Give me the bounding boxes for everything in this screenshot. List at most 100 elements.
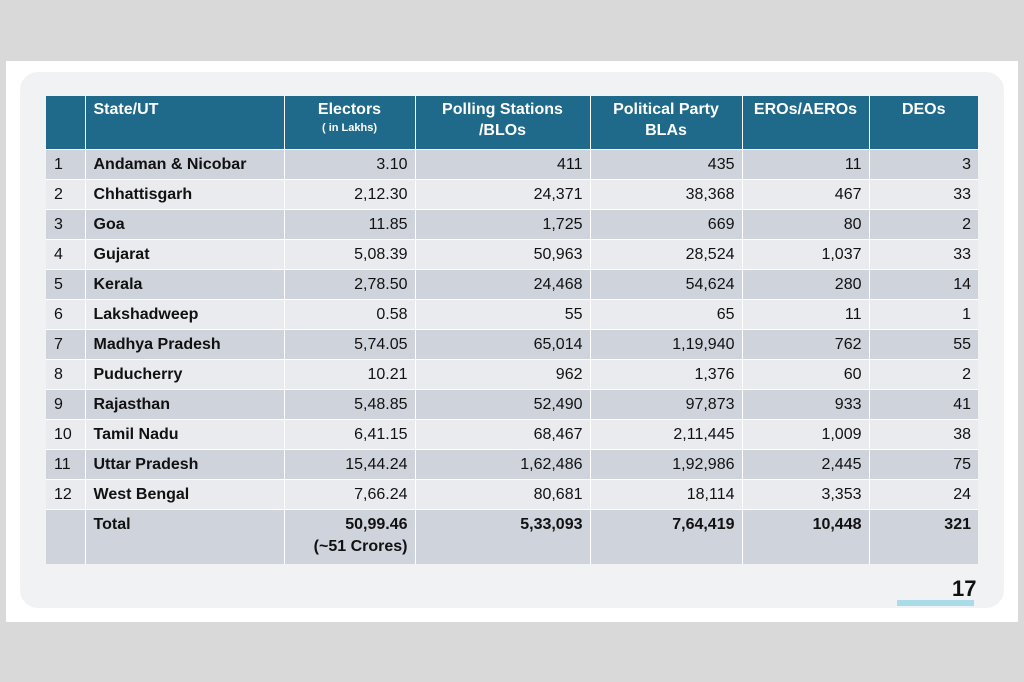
cell-deos: 3 (869, 149, 978, 180)
total-row: Total 50,99.46 (~51 Crores) 5,33,093 7,6… (46, 509, 978, 564)
cell-state: Uttar Pradesh (85, 449, 285, 480)
cell-electors: 0.58 (284, 299, 416, 330)
cell-sno: 2 (46, 179, 86, 210)
cell-blas: 54,624 (590, 269, 743, 300)
table-row: 12 West Bengal 7,66.24 80,681 18,114 3,3… (46, 479, 978, 510)
cell-state: Chhattisgarh (85, 179, 285, 210)
total-electors-value: 50,99.46 (345, 516, 408, 533)
cell-sno: 12 (46, 479, 86, 510)
header-electors-unit: ( in Lakhs) (321, 122, 377, 134)
cell-sno: 8 (46, 359, 86, 390)
cell-polling: 68,467 (415, 419, 591, 450)
cell-polling: 50,963 (415, 239, 591, 270)
header-eros: EROs/AEROs (742, 96, 870, 150)
cell-electors: 10.21 (284, 359, 416, 390)
header-deos: DEOs (869, 96, 978, 150)
cell-polling: 411 (415, 149, 591, 180)
cell-state: Gujarat (85, 239, 285, 270)
cell-deos: 33 (869, 239, 978, 270)
table-row: 5 Kerala 2,78.50 24,468 54,624 280 14 (46, 269, 978, 300)
cell-eros: 80 (742, 209, 870, 240)
cell-blas: 38,368 (590, 179, 743, 210)
header-polling-stations: Polling Stations /BLOs (415, 96, 591, 150)
cell-sno: 10 (46, 419, 86, 450)
cell-polling: 65,014 (415, 329, 591, 360)
accent-bar (897, 600, 974, 606)
cell-eros: 11 (742, 299, 870, 330)
total-electors-note: (~51 Crores) (313, 538, 408, 555)
cell-blas: 1,376 (590, 359, 743, 390)
cell-eros: 933 (742, 389, 870, 420)
cell-sno: 3 (46, 209, 86, 240)
cell-state: Rajasthan (85, 389, 285, 420)
table-header-row: State/UT Electors ( in Lakhs) Polling St… (46, 96, 978, 150)
cell-deos: 24 (869, 479, 978, 510)
cell-electors: 2,78.50 (284, 269, 416, 300)
cell-sno: 11 (46, 449, 86, 480)
cell-deos: 55 (869, 329, 978, 360)
cell-sno: 7 (46, 329, 86, 360)
cell-eros: 11 (742, 149, 870, 180)
cell-state: Puducherry (85, 359, 285, 390)
cell-blas: 65 (590, 299, 743, 330)
table-row: 9 Rajasthan 5,48.85 52,490 97,873 933 41 (46, 389, 978, 420)
cell-blas: 1,19,940 (590, 329, 743, 360)
cell-electors: 5,74.05 (284, 329, 416, 360)
table-row: 3 Goa 11.85 1,725 669 80 2 (46, 209, 978, 240)
total-sno-cell (46, 509, 86, 564)
cell-polling: 24,468 (415, 269, 591, 300)
cell-electors: 5,48.85 (284, 389, 416, 420)
cell-sno: 1 (46, 149, 86, 180)
total-electors: 50,99.46 (~51 Crores) (284, 509, 416, 564)
header-political-party: Political Party BLAs (590, 96, 743, 150)
header-polling-line2: /BLOs (478, 122, 527, 139)
cell-deos: 2 (869, 359, 978, 390)
cell-blas: 1,92,986 (590, 449, 743, 480)
cell-electors: 15,44.24 (284, 449, 416, 480)
total-eros: 10,448 (742, 509, 870, 564)
table-row: 4 Gujarat 5,08.39 50,963 28,524 1,037 33 (46, 239, 978, 270)
cell-blas: 435 (590, 149, 743, 180)
table-row: 10 Tamil Nadu 6,41.15 68,467 2,11,445 1,… (46, 419, 978, 450)
cell-eros: 3,353 (742, 479, 870, 510)
cell-sno: 5 (46, 269, 86, 300)
table-row: 2 Chhattisgarh 2,12.30 24,371 38,368 467… (46, 179, 978, 210)
cell-electors: 7,66.24 (284, 479, 416, 510)
table-row: 7 Madhya Pradesh 5,74.05 65,014 1,19,940… (46, 329, 978, 360)
header-party-line2: BLAs (645, 122, 687, 139)
cell-deos: 38 (869, 419, 978, 450)
cell-eros: 60 (742, 359, 870, 390)
cell-deos: 2 (869, 209, 978, 240)
table-row: 11 Uttar Pradesh 15,44.24 1,62,486 1,92,… (46, 449, 978, 480)
cell-eros: 1,037 (742, 239, 870, 270)
cell-deos: 14 (869, 269, 978, 300)
cell-polling: 80,681 (415, 479, 591, 510)
cell-eros: 762 (742, 329, 870, 360)
cell-polling: 962 (415, 359, 591, 390)
cell-deos: 1 (869, 299, 978, 330)
total-blas: 7,64,419 (590, 509, 743, 564)
cell-state: Andaman & Nicobar (85, 149, 285, 180)
cell-state: Goa (85, 209, 285, 240)
header-electors: Electors ( in Lakhs) (284, 96, 416, 150)
cell-polling: 1,725 (415, 209, 591, 240)
cell-deos: 41 (869, 389, 978, 420)
cell-deos: 75 (869, 449, 978, 480)
cell-eros: 1,009 (742, 419, 870, 450)
cell-blas: 18,114 (590, 479, 743, 510)
cell-sno: 4 (46, 239, 86, 270)
cell-electors: 3.10 (284, 149, 416, 180)
cell-sno: 9 (46, 389, 86, 420)
cell-state: Kerala (85, 269, 285, 300)
cell-electors: 2,12.30 (284, 179, 416, 210)
total-label: Total (85, 509, 285, 564)
cell-polling: 1,62,486 (415, 449, 591, 480)
cell-eros: 467 (742, 179, 870, 210)
header-electors-label: Electors (317, 101, 382, 118)
cell-polling: 55 (415, 299, 591, 330)
cell-blas: 28,524 (590, 239, 743, 270)
header-party-line1: Political Party (613, 101, 719, 118)
table-row: 1 Andaman & Nicobar 3.10 411 435 11 3 (46, 149, 978, 180)
header-sno (46, 96, 86, 150)
cell-blas: 97,873 (590, 389, 743, 420)
